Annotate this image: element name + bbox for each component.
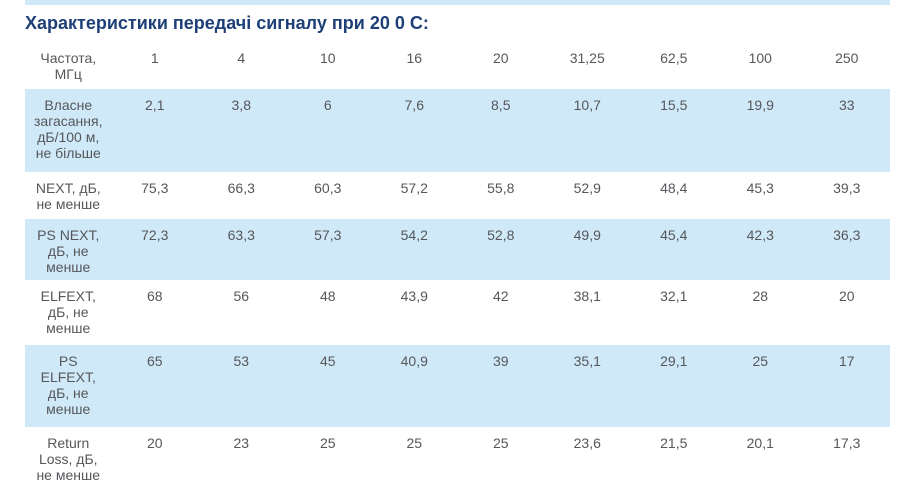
column-header: 250 xyxy=(835,50,859,66)
table-cell: 38,1 xyxy=(573,288,601,304)
table-cell: 40,9 xyxy=(400,353,428,369)
table-cell: 55,8 xyxy=(487,180,515,196)
table-cell: 36,3 xyxy=(833,227,861,243)
table-cell: 21,5 xyxy=(660,435,688,451)
table-cell: 68 xyxy=(146,288,163,304)
column-header: 31,25 xyxy=(569,50,605,66)
table-cell: 72,3 xyxy=(141,227,169,243)
table-row-next: NEXT, дБ, не менше 75,3 66,3 60,3 57,2 5… xyxy=(25,172,890,219)
table-cell: 17,3 xyxy=(833,435,861,451)
table-cell: 49,9 xyxy=(573,227,601,243)
table-cell: 54,2 xyxy=(400,227,428,243)
table-header-row: Частота, МГц 1 4 10 16 20 31,25 62,5 100… xyxy=(25,42,890,89)
table-cell: 10,7 xyxy=(573,97,601,113)
table-cell: 25 xyxy=(319,435,336,451)
row-label: Return Loss, дБ, не менше xyxy=(36,435,101,483)
table-cell: 45,3 xyxy=(746,180,774,196)
table-cell: 52,8 xyxy=(487,227,515,243)
table-cell: 25 xyxy=(406,435,423,451)
table-cell: 2,1 xyxy=(145,97,165,113)
table-cell: 33 xyxy=(838,97,855,113)
table-cell: 75,3 xyxy=(141,180,169,196)
table-cell: 29,1 xyxy=(660,353,688,369)
table-cell: 19,9 xyxy=(746,97,774,113)
table-top-strip xyxy=(25,0,890,5)
table-cell: 45 xyxy=(319,353,336,369)
column-header: 16 xyxy=(406,50,423,66)
table-cell: 23,6 xyxy=(573,435,601,451)
table-cell: 43,9 xyxy=(400,288,428,304)
table-cell: 42 xyxy=(492,288,509,304)
table-cell: 60,3 xyxy=(314,180,342,196)
column-header-frequency: Частота, МГц xyxy=(40,50,97,82)
table-cell: 39 xyxy=(492,353,509,369)
table-row-attenuation: Власне загасання, дБ/100 м, не більше 2,… xyxy=(25,89,890,172)
table-cell: 45,4 xyxy=(660,227,688,243)
table-cell: 48 xyxy=(319,288,336,304)
table-cell: 3,8 xyxy=(231,97,251,113)
table-row-ps-elfext: PS ELFEXT, дБ, не менше 65 53 45 40,9 39… xyxy=(25,345,890,427)
table-cell: 8,5 xyxy=(491,97,511,113)
table-row-ps-next: PS NEXT, дБ, не менше 72,3 63,3 57,3 54,… xyxy=(25,219,890,280)
table-cell: 17 xyxy=(838,353,855,369)
column-header: 100 xyxy=(748,50,772,66)
table-cell: 15,5 xyxy=(660,97,688,113)
table-cell: 57,2 xyxy=(400,180,428,196)
table-cell: 42,3 xyxy=(746,227,774,243)
signal-spec-table: Частота, МГц 1 4 10 16 20 31,25 62,5 100… xyxy=(25,42,890,494)
table-cell: 56 xyxy=(233,288,250,304)
column-header: 4 xyxy=(237,50,246,66)
table-row-elfext: ELFEXT, дБ, не менше 68 56 48 43,9 42 38… xyxy=(25,280,890,345)
row-label: Власне загасання, дБ/100 м, не більше xyxy=(33,97,103,161)
table-cell: 63,3 xyxy=(227,227,255,243)
table-cell: 7,6 xyxy=(404,97,424,113)
table-cell: 39,3 xyxy=(833,180,861,196)
column-header: 62,5 xyxy=(660,50,688,66)
table-cell: 35,1 xyxy=(573,353,601,369)
table-cell: 20,1 xyxy=(746,435,774,451)
table-cell: 66,3 xyxy=(227,180,255,196)
table-cell: 57,3 xyxy=(314,227,342,243)
table-cell: 32,1 xyxy=(660,288,688,304)
table-cell: 25 xyxy=(492,435,509,451)
table-cell: 53 xyxy=(233,353,250,369)
table-cell: 25 xyxy=(752,353,769,369)
table-cell: 48,4 xyxy=(660,180,688,196)
table-row-return-loss: Return Loss, дБ, не менше 20 23 25 25 25… xyxy=(25,427,890,494)
table-cell: 28 xyxy=(752,288,769,304)
column-header: 20 xyxy=(492,50,509,66)
table-cell: 23 xyxy=(233,435,250,451)
table-cell: 65 xyxy=(146,353,163,369)
column-header: 10 xyxy=(319,50,336,66)
table-cell: 52,9 xyxy=(573,180,601,196)
table-cell: 20 xyxy=(146,435,163,451)
table-cell: 20 xyxy=(838,288,855,304)
row-label: NEXT, дБ, не менше xyxy=(35,180,101,212)
row-label: ELFEXT, дБ, не менше xyxy=(40,288,96,336)
section-title: Характеристики передачі сигналу при 20 0… xyxy=(25,13,429,33)
row-label: PS ELFEXT, дБ, не менше xyxy=(40,353,96,417)
table-cell: 6 xyxy=(323,97,332,113)
column-header: 1 xyxy=(150,50,159,66)
row-label: PS NEXT, дБ, не менше xyxy=(37,227,100,275)
